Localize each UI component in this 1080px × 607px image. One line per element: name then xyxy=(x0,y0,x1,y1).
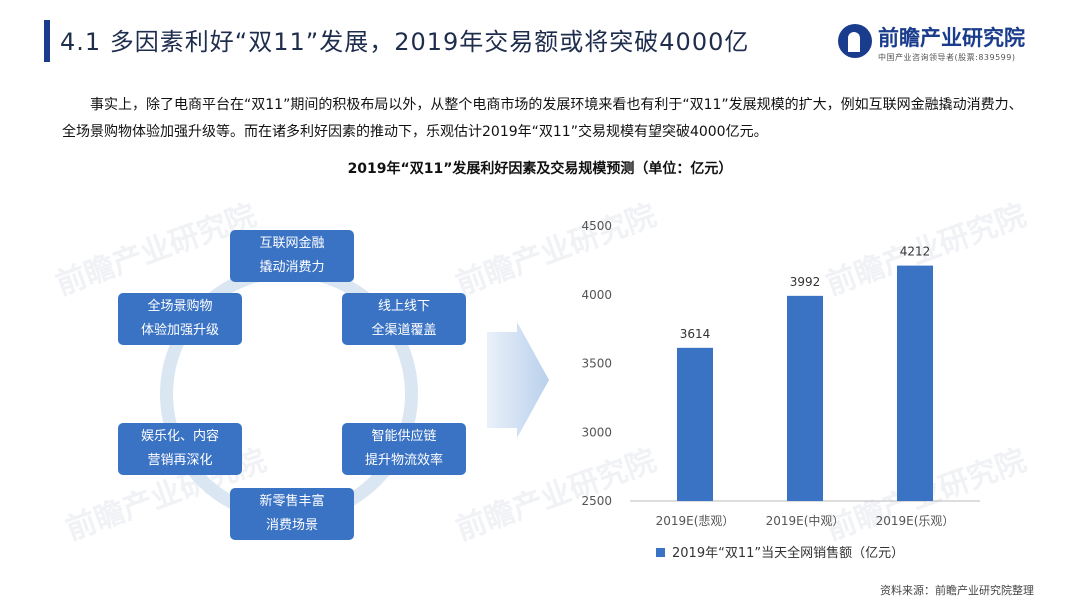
factor-internet-finance: 互联网金融 撬动消费力 xyxy=(230,230,354,282)
figure-title: 2019年“双11”发展利好因素及交易规模预测（单位：亿元） xyxy=(347,161,733,177)
source-note: 资料来源：前瞻产业研究院整理 xyxy=(880,584,1034,597)
sales-bar-chart: 2500 3000 3500 4000 4500 3614 2019E(悲观） 3992 201… xyxy=(581,219,980,561)
bar xyxy=(897,265,933,501)
legend-label: 2019年“双11”当天全网销售额（亿元） xyxy=(672,545,904,561)
legend-swatch xyxy=(656,548,665,557)
page-title: 4.1 多因素利好“双11”发展，2019年交易额或将突破4000亿 xyxy=(60,28,750,56)
factor-new-retail: 新零售丰富 消费场景 xyxy=(230,488,354,540)
factor-line1: 互联网金融 xyxy=(259,236,325,251)
bar xyxy=(677,347,713,501)
factor-line2: 撬动消费力 xyxy=(259,260,325,275)
y-tick-label: 3000 xyxy=(581,425,612,439)
factor-line2: 消费场景 xyxy=(265,518,318,533)
factor-line2: 体验加强升级 xyxy=(140,323,219,338)
logo: 前瞻产业研究院 中国产业咨询领导者(股票:839599) xyxy=(838,22,1048,66)
logo-name: 前瞻产业研究院 xyxy=(878,26,1025,50)
y-tick-label: 2500 xyxy=(581,494,612,508)
x-tick-label: 2019E(乐观） xyxy=(876,514,955,528)
factor-line1: 新零售丰富 xyxy=(259,494,325,509)
factor-line2: 全渠道覆盖 xyxy=(371,323,437,338)
logo-icon xyxy=(838,24,872,58)
data-label: 3614 xyxy=(680,327,711,341)
y-tick-label: 3500 xyxy=(581,357,612,371)
factor-line1: 娱乐化、内容 xyxy=(140,429,219,444)
factor-line2: 营销再深化 xyxy=(147,453,213,468)
factor-omni-scene-shopping: 全场景购物 体验加强升级 xyxy=(118,293,242,345)
y-tick-label: 4000 xyxy=(581,288,612,302)
logo-subtitle: 中国产业咨询领导者(股票:839599) xyxy=(878,53,1016,62)
factor-line1: 智能供应链 xyxy=(371,429,437,444)
x-tick-label: 2019E(中观） xyxy=(766,513,845,528)
intro-paragraph: 事实上，除了电商平台在“双11”期间的积极布局以外，从整个电商市场的发展环境来看… xyxy=(62,97,1023,140)
y-tick-label: 4500 xyxy=(581,219,612,233)
x-tick-label: 2019E(悲观） xyxy=(656,513,735,528)
factor-smart-supply-chain: 智能供应链 提升物流效率 xyxy=(342,423,466,475)
data-label: 3992 xyxy=(790,275,821,289)
factor-entertainment-marketing: 娱乐化、内容 营销再深化 xyxy=(118,423,242,475)
factor-line1: 线上线下 xyxy=(377,299,430,314)
factor-line1: 全场景购物 xyxy=(147,299,213,314)
factor-line2: 提升物流效率 xyxy=(364,453,443,468)
arrow-right-icon xyxy=(487,322,549,438)
data-label: 4212 xyxy=(900,245,931,259)
factor-omnichannel: 线上线下 全渠道覆盖 xyxy=(342,293,466,345)
bar xyxy=(787,295,823,501)
title-accent-bar xyxy=(44,20,50,62)
